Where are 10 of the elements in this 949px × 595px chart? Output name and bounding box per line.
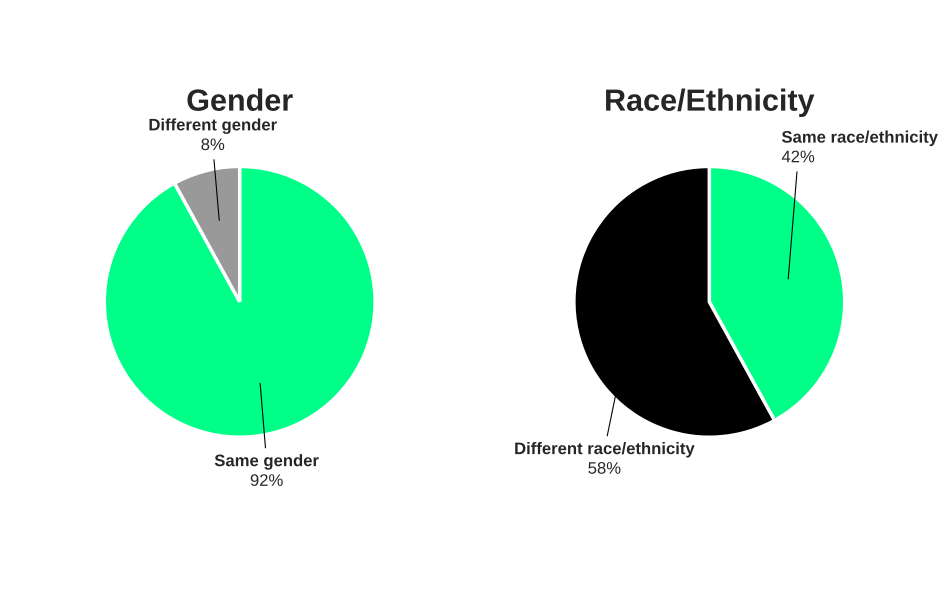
slice-label: Different race/ethnicity — [515, 442, 695, 458]
slice-label: Same race/ethnicity — [782, 130, 938, 146]
data-label: 42% — [782, 150, 814, 162]
slice-label: Same gender — [214, 454, 319, 470]
data-label: 8% — [201, 138, 224, 150]
chart-title: Race/Ethnicity — [606, 88, 814, 118]
chart-title: Gender — [187, 88, 293, 111]
slice-label: Different gender — [150, 118, 277, 134]
data-label: 92% — [250, 474, 283, 486]
data-label: 58% — [588, 462, 620, 474]
